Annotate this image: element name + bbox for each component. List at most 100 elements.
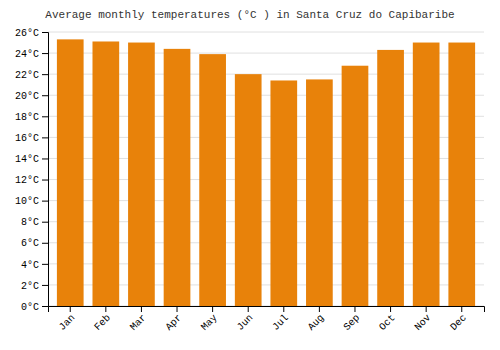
chart-container: Average monthly temperatures (°C ) in Sa… [0,0,500,350]
y-tick-mark [42,137,48,138]
x-tick-label: Aug [306,312,327,333]
y-tick: 0°C [21,302,48,313]
grid-line [48,32,484,33]
y-tick-mark [42,306,48,307]
y-tick-mark [42,201,48,202]
x-tick-mark [426,306,427,312]
x-tick: Sep [342,306,363,333]
x-tick: Jul [270,306,291,333]
y-tick-label: 14°C [15,154,39,165]
y-tick-mark [42,158,48,159]
y-tick-label: 4°C [21,260,39,271]
x-tick: Jun [235,306,256,333]
x-tick-label: Sep [342,312,363,333]
x-tick-mark [141,306,142,312]
y-tick-label: 6°C [21,238,39,249]
x-axis-line [49,307,485,313]
y-tick: 4°C [21,260,48,271]
y-tick-mark [42,243,48,244]
y-tick-mark [42,116,48,117]
y-tick: 2°C [21,281,48,292]
y-tick-mark [42,32,48,33]
bar [342,66,369,306]
x-tick-mark [105,306,106,312]
y-tick: 16°C [15,133,48,144]
y-tick-mark [42,74,48,75]
plot-area: 0°C 2°C 4°C 6°C 8°C 10°C 12°C 14°C 16°C 18°C 20°C 2… [15,28,485,333]
y-tick: 20°C [15,91,48,102]
chart-svg: Average monthly temperatures (°C ) in Sa… [0,0,500,350]
x-tick-label: Jan [57,312,78,333]
bar [164,49,191,306]
x-tick-mark [283,306,284,312]
x-tick-mark [70,306,71,312]
x-tick: Feb [92,306,113,333]
y-tick-label: 2°C [21,281,39,292]
x-tick-label: Nov [413,312,434,333]
x-tick: Apr [164,306,185,333]
y-tick: 10°C [15,196,48,207]
bars [57,39,475,306]
y-tick: 6°C [21,238,48,249]
x-tick: Nov [413,306,434,333]
y-tick-label: 24°C [15,49,39,60]
x-tick-mark [177,306,178,312]
y-tick-label: 18°C [15,112,39,123]
y-tick-mark [42,222,48,223]
y-tick-label: 20°C [15,91,39,102]
x-tick-mark [390,306,391,312]
bar [377,50,404,306]
y-tick: 24°C [15,49,48,60]
x-axis: Jan Feb Mar Apr May Jun Jul Aug Sep Oct Nov Dec [49,306,485,333]
x-tick-mark [248,306,249,312]
y-tick: 22°C [15,70,48,81]
y-tick: 18°C [15,112,48,123]
y-tick: 12°C [15,175,48,186]
bar [128,43,155,306]
y-tick: 14°C [15,154,48,165]
x-tick: May [199,306,220,333]
y-tick-mark [42,53,48,54]
bar [413,43,440,306]
y-tick-mark [42,285,48,286]
x-tick-label: Apr [164,312,185,333]
x-tick: Aug [306,306,327,333]
bar [92,41,119,306]
x-tick-label: Feb [92,312,113,333]
x-tick-label: Jul [270,312,291,333]
x-tick: Dec [448,306,469,333]
x-tick-label: Dec [448,312,469,333]
x-tick-label: Jun [235,312,256,333]
bar [57,39,84,306]
y-axis-line [42,33,49,307]
x-tick: Jan [57,306,78,333]
y-tick-label: 26°C [15,28,39,39]
y-tick-mark [42,180,48,181]
y-tick-label: 12°C [15,175,39,186]
y-tick-label: 8°C [21,217,39,228]
y-tick-mark [42,95,48,96]
bar [306,79,333,306]
y-axis: 0°C 2°C 4°C 6°C 8°C 10°C 12°C 14°C 16°C 18°C 20°C 2… [15,28,49,313]
bar [270,80,297,306]
x-tick: Mar [128,306,149,333]
x-tick-label: Mar [128,312,149,333]
bar [199,54,226,306]
x-tick: Oct [377,306,398,333]
x-tick-mark [354,306,355,312]
bar [448,43,475,306]
chart-title: Average monthly temperatures (°C ) in Sa… [45,9,454,21]
y-tick: 8°C [21,217,48,228]
x-tick-mark [319,306,320,312]
y-tick-mark [42,264,48,265]
y-tick-label: 22°C [15,70,39,81]
x-tick-mark [212,306,213,312]
x-tick-label: May [199,312,220,333]
y-tick-label: 16°C [15,133,39,144]
grid [48,32,484,306]
x-tick-label: Oct [377,312,398,333]
y-tick: 26°C [15,28,48,39]
x-tick-mark [461,306,462,312]
y-tick-label: 0°C [21,302,39,313]
bar [235,74,262,306]
